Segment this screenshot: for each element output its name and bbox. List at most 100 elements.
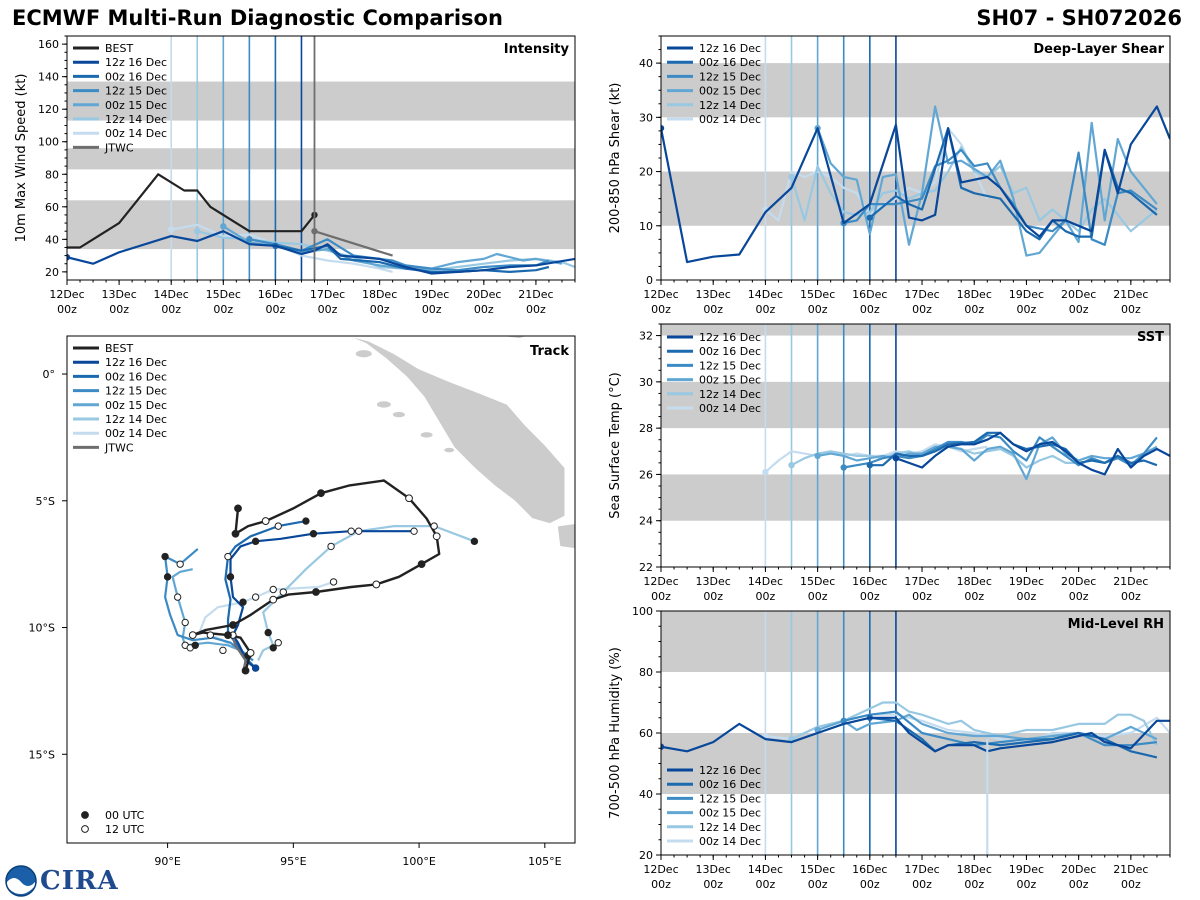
x-tick-label: 18Dec [957, 863, 992, 876]
x-tick-sublabel: 00z [964, 878, 984, 891]
x-tick-sublabel: 00z [57, 303, 77, 316]
band-0 [661, 474, 1170, 521]
best-marker-12utc [261, 517, 270, 525]
y-tick-label: 30 [639, 376, 653, 389]
best-marker-00utc [231, 529, 240, 538]
marker-12utc [251, 593, 260, 601]
marker-12utc [181, 618, 189, 627]
legend-label: 12z 15 Dec [105, 85, 167, 98]
y-tick-label: 60 [639, 727, 653, 740]
x-tick-sublabel: 00z [860, 878, 880, 891]
run-start-point-3 [220, 223, 227, 230]
y-tick-label: 100 [632, 605, 653, 618]
x-tick-label: 12Dec [643, 863, 678, 876]
best-marker-12utc [269, 595, 278, 604]
band-1 [661, 63, 1170, 118]
x-tick-label: 13Dec [696, 863, 731, 876]
legend-label: 12z 14 Dec [699, 821, 761, 834]
legend-label: 12z 14 Dec [105, 413, 167, 426]
x-tick-sublabel: 00z [1121, 303, 1141, 316]
x-tick-label: 19Dec [1009, 575, 1044, 588]
y-tick-label: 0 [646, 274, 653, 287]
band-2 [661, 324, 1170, 336]
x-tick-sublabel: 00z [964, 590, 984, 603]
x-tick-sublabel: 00z [703, 303, 723, 316]
legend-label: 00z 16 Dec [699, 778, 761, 791]
marker-12utc [430, 522, 438, 530]
run-start-point-3 [814, 452, 821, 460]
x-tick-sublabel: 00z [808, 878, 828, 891]
x-tick-label: 20Dec [466, 288, 501, 301]
x-tick-label: 17Dec [310, 288, 345, 301]
marker-00utc [269, 644, 277, 652]
y-tick-label: 20 [639, 849, 653, 862]
best-marker-00utc [234, 504, 242, 513]
lat-tick-label: 15°S [29, 748, 55, 761]
x-tick-sublabel: 00z [1069, 878, 1089, 891]
marker-12utc [274, 522, 282, 530]
land-0 [348, 336, 566, 525]
x-tick-label: 12Dec [49, 288, 84, 301]
marker-12utc [347, 527, 355, 535]
land-1 [556, 523, 575, 549]
x-tick-sublabel: 00z [912, 590, 932, 603]
x-tick-sublabel: 00z [756, 303, 776, 316]
best-marker-12utc [432, 532, 441, 541]
x-tick-label: 21Dec [1113, 863, 1148, 876]
x-tick-label: 12Dec [643, 575, 678, 588]
legend-label: 12z 14 Dec [699, 388, 761, 401]
x-tick-label: 13Dec [696, 575, 731, 588]
series-line-run-2 [843, 710, 1158, 747]
marker-12utc [173, 593, 182, 601]
legend-label: 00z 14 Dec [105, 427, 167, 440]
series-line-run-3 [816, 105, 1158, 257]
storm-id-title: SH07 - SH072026 [976, 6, 1182, 30]
run-start-point-0 [661, 124, 665, 132]
x-tick-label: 18Dec [957, 288, 992, 301]
x-tick-label: 16Dec [852, 575, 887, 588]
y-tick-label: 40 [639, 57, 653, 70]
marker-12utc [279, 588, 287, 596]
legend-label: 12z 16 Dec [105, 56, 167, 69]
marker-12utc [274, 639, 282, 647]
series-line-run-3 [817, 436, 1158, 481]
marker-00utc [251, 537, 260, 546]
x-tick-sublabel: 00z [651, 878, 671, 891]
marker-12utc [269, 585, 277, 594]
island-4 [355, 350, 372, 358]
page-title: ECMWF Multi-Run Diagnostic Comparison [12, 6, 503, 30]
y-tick-label: 30 [639, 111, 653, 124]
legend-label: 00z 15 Dec [699, 85, 761, 98]
marker-00utc [161, 552, 169, 561]
best-marker-00utc [224, 631, 232, 640]
marker-12utc [176, 560, 184, 568]
legend-label: 00z 15 Dec [105, 399, 167, 412]
x-tick-label: 17Dec [904, 288, 939, 301]
best-marker-00utc [229, 621, 237, 629]
panel-title: SST [1137, 330, 1164, 345]
map-frame [66, 335, 576, 844]
band-1 [67, 148, 575, 170]
legend-label: 12z 16 Dec [105, 356, 167, 369]
lon-tick-label: 100°E [402, 855, 435, 868]
legend-12utc-label: 12 UTC [105, 823, 145, 836]
y-tick-label: 22 [639, 561, 653, 574]
x-tick-sublabel: 00z [1017, 590, 1037, 603]
legend-label: 00z 15 Dec [105, 99, 167, 112]
x-tick-label: 20Dec [1061, 575, 1096, 588]
y-tick-label: 20 [639, 166, 653, 179]
legend-label: JTWC [104, 441, 134, 454]
x-tick-sublabel: 00z [964, 303, 984, 316]
x-tick-label: 20Dec [1061, 863, 1096, 876]
x-tick-sublabel: 00z [526, 303, 546, 316]
series-line-run-4 [791, 701, 1158, 746]
band-0 [661, 733, 1170, 794]
lon-tick-label: 105°E [528, 855, 561, 868]
x-tick-label: 14Dec [154, 288, 189, 301]
panel-title: Deep-Layer Shear [1033, 42, 1164, 57]
panel-intensity: 20 40 60 80 100 120 140 160 12Dec 00z 13Dec 00z 14De… [14, 35, 576, 316]
panel-title: Mid-Level RH [1068, 617, 1164, 632]
x-tick-label: 15Dec [800, 575, 835, 588]
